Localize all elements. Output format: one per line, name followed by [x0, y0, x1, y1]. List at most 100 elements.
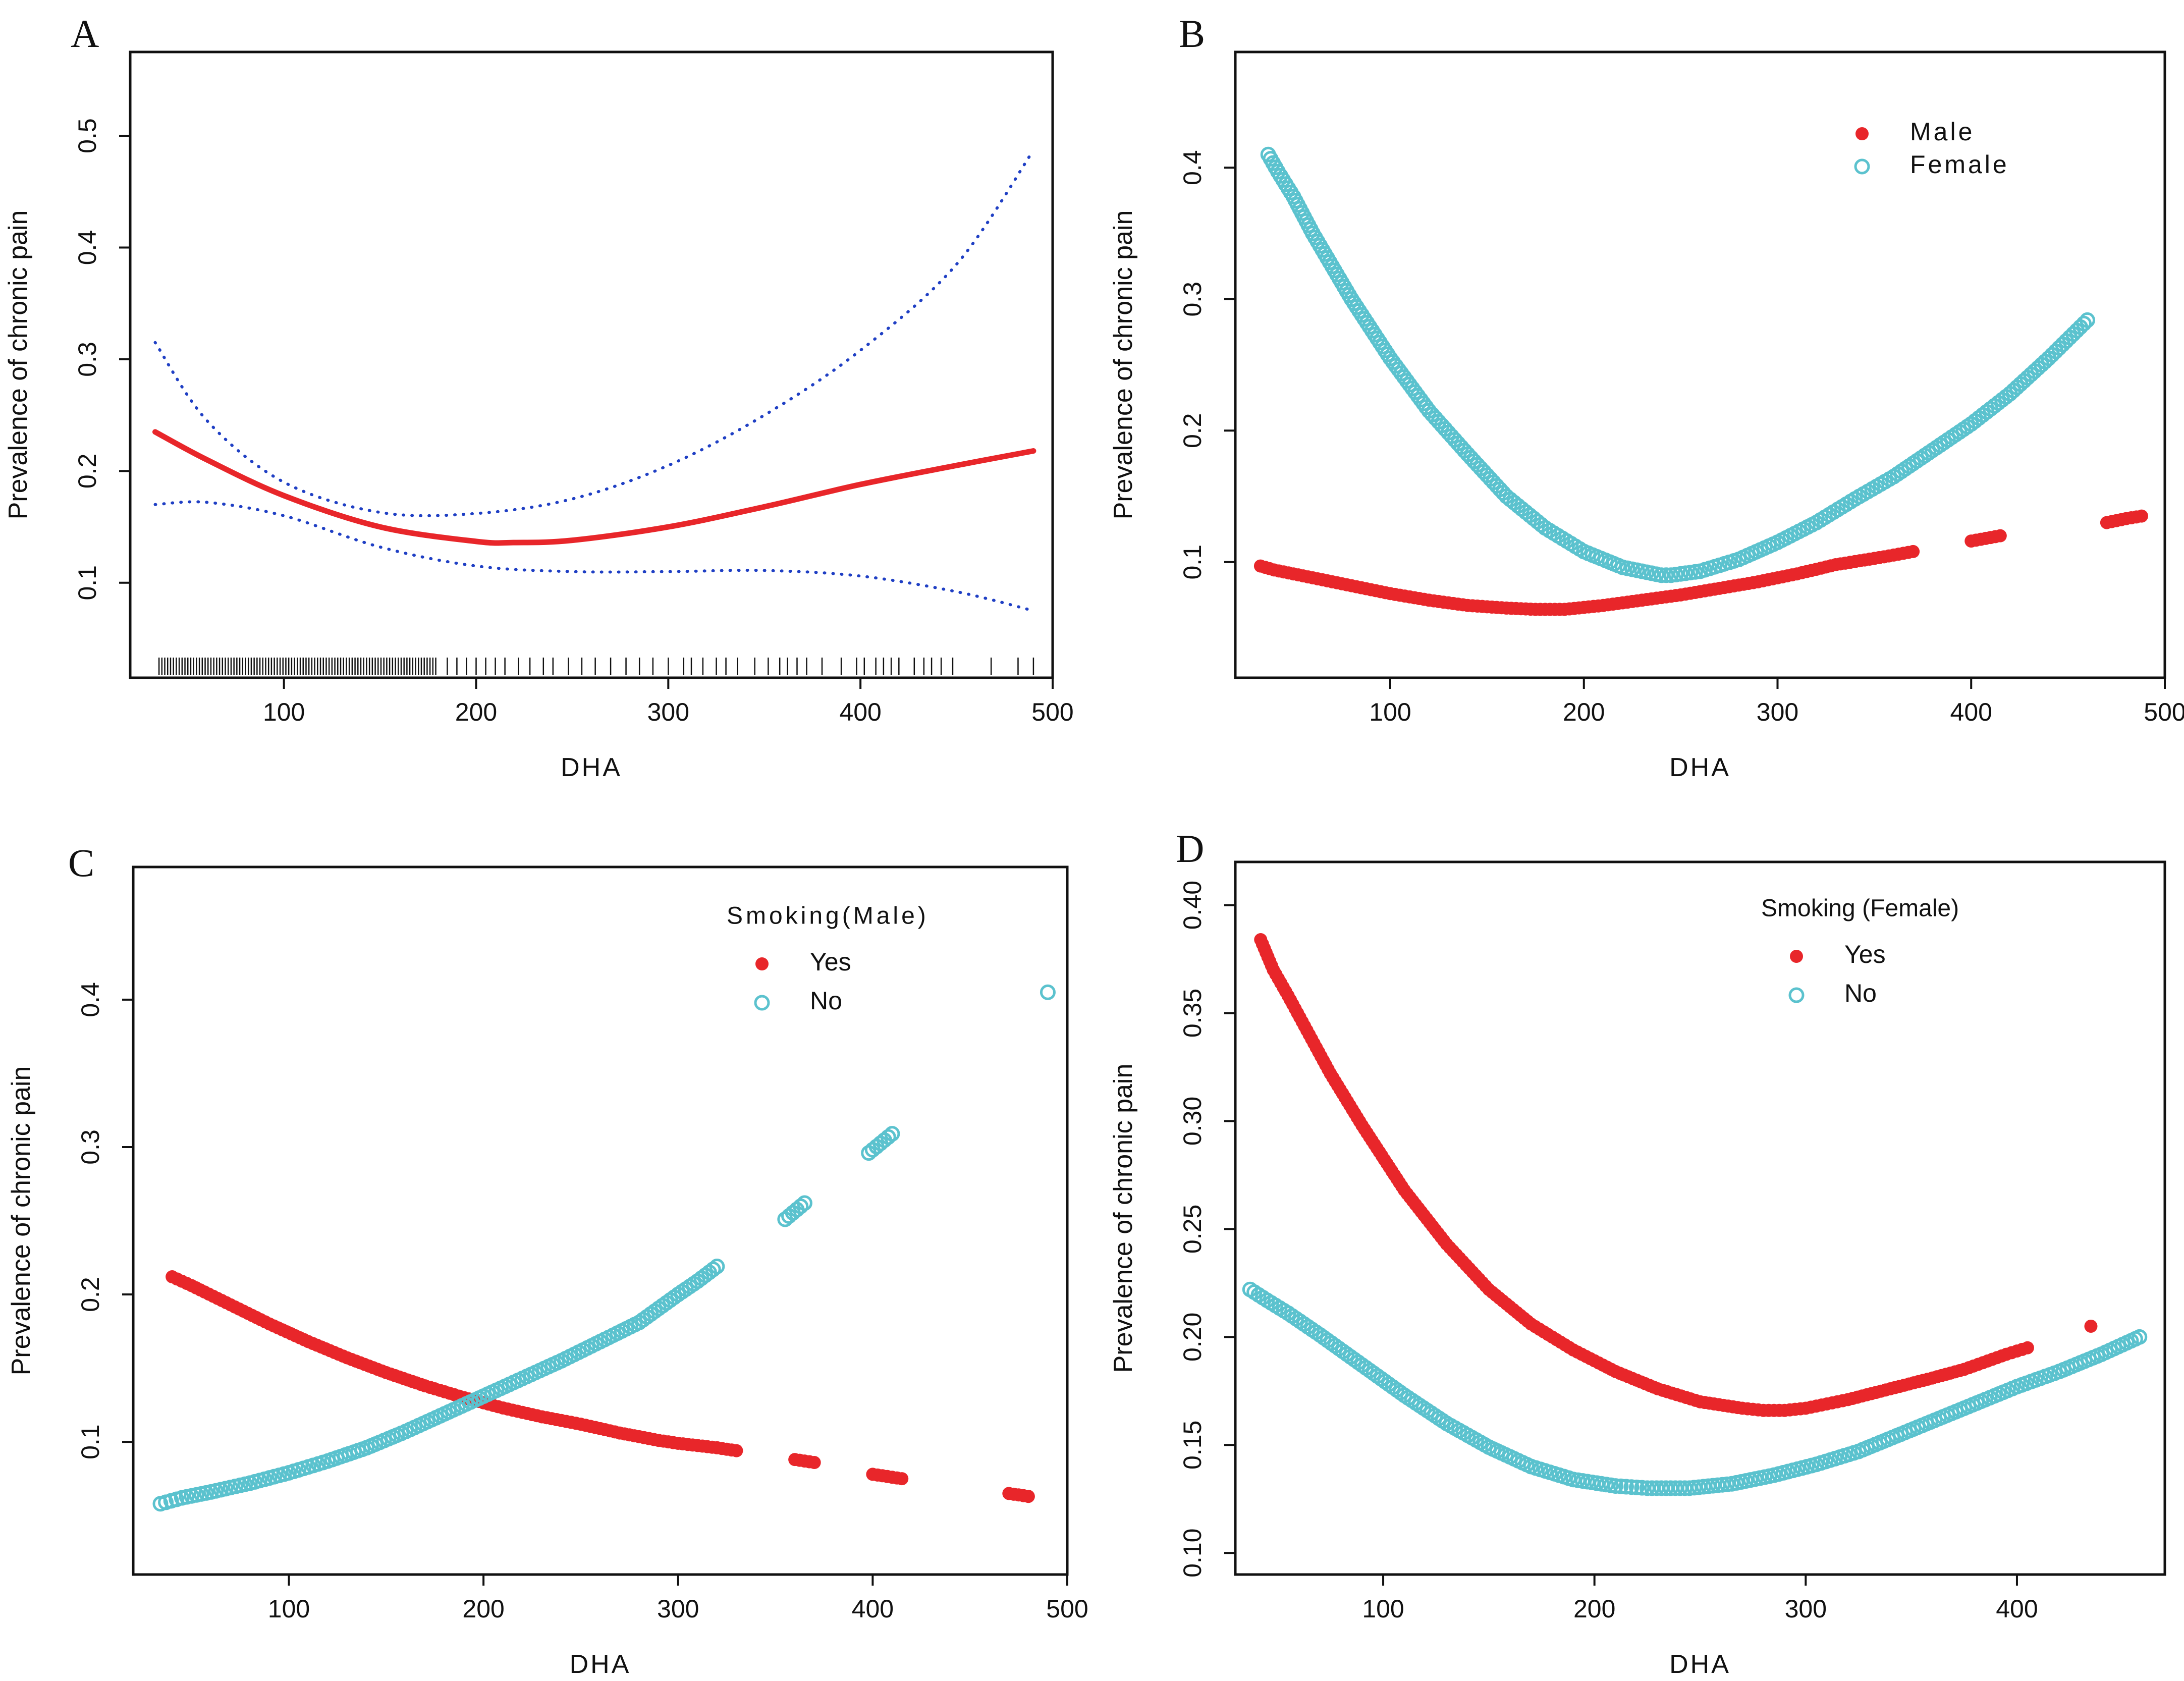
- legend: Male Female: [1854, 118, 2009, 179]
- legend-marker: [1854, 158, 1870, 175]
- data-point: [1021, 1490, 1035, 1503]
- x-tick-label: 300: [1757, 698, 1798, 726]
- x-tick-label: 300: [1785, 1595, 1827, 1623]
- plot-area: [1242, 933, 2148, 1496]
- y-tick-label: 0.1: [76, 1424, 104, 1459]
- y-axis-label: Prevalence of chronic pain: [7, 1066, 36, 1376]
- legend-label: No: [810, 987, 842, 1015]
- y-tick-label: 0.4: [76, 982, 104, 1017]
- data-point: [1658, 567, 1674, 583]
- y-tick-label: 0.1: [1178, 545, 1207, 580]
- x-axis-label: DHA: [1669, 1650, 1731, 1679]
- legend-label: No: [1844, 979, 1877, 1007]
- panel-b: B 100 200 300 400 500 0.1 0.2 0.3 0.4 DHA Prevalenc…: [1109, 12, 2184, 782]
- y-tick-label: 0.25: [1178, 1205, 1207, 1254]
- panel-a: A 100 200 300 400 500 0.1 0.2 0.3 0.4 0.5 DHA Preval…: [4, 12, 1074, 782]
- data-point: [807, 1456, 821, 1470]
- y-tick-label: 0.4: [73, 230, 101, 265]
- data-point: [796, 1195, 812, 1211]
- x-tick-label: 500: [2144, 698, 2184, 726]
- x-tick-label: 100: [1369, 698, 1411, 726]
- data-point: [1628, 1479, 1645, 1495]
- x-tick-label: 200: [1573, 1595, 1615, 1623]
- legend-label: Yes: [810, 948, 851, 976]
- legend-label: Female: [1910, 150, 2009, 179]
- y-tick-label: 0.10: [1178, 1529, 1207, 1578]
- series-yes: [166, 1270, 1035, 1503]
- x-axis-label: DHA: [561, 753, 622, 782]
- y-axis-label: Prevalence of chronic pain: [1109, 210, 1138, 520]
- plot-area: [1253, 146, 2148, 616]
- x-tick-label: 200: [455, 698, 497, 726]
- y-tick-label: 0.3: [73, 342, 101, 377]
- data-point: [2135, 509, 2148, 523]
- x-tick-label: 400: [852, 1595, 894, 1623]
- y-tick-label: 0.2: [73, 454, 101, 489]
- x-tick-label: 100: [263, 698, 305, 726]
- data-point: [2080, 312, 2095, 328]
- y-tick-label: 0.2: [76, 1277, 104, 1312]
- series-female: [1260, 146, 2095, 583]
- y-axis-label: Prevalence of chronic pain: [4, 210, 33, 520]
- data-point: [2132, 1329, 2148, 1345]
- data-point: [2084, 1319, 2098, 1333]
- plot-area: [152, 984, 1056, 1512]
- legend-marker: [754, 995, 770, 1011]
- x-tick-label: 400: [1996, 1595, 2038, 1623]
- y-tick-label: 0.2: [1178, 413, 1207, 448]
- x-tick-label: 400: [1950, 698, 1992, 726]
- series-no: [152, 984, 1056, 1512]
- series-no: [1242, 1281, 2148, 1496]
- legend-marker: [1855, 127, 1869, 140]
- y-tick-label: 0.20: [1178, 1313, 1207, 1362]
- data-point: [880, 1129, 896, 1145]
- legend: Smoking (Female) Yes No: [1761, 895, 1959, 1008]
- rug: [158, 658, 1034, 675]
- y-tick-label: 0.1: [73, 565, 101, 601]
- panel-letter: C: [68, 841, 94, 885]
- legend-marker: [755, 957, 769, 970]
- data-point: [2021, 1341, 2034, 1354]
- plot-frame: [1234, 860, 2166, 1576]
- series-yes: [1254, 933, 2098, 1417]
- legend-marker: [1788, 987, 1805, 1003]
- y-tick-label: 0.30: [1178, 1097, 1207, 1146]
- x-tick-label: 200: [1563, 698, 1605, 726]
- panel-letter: B: [1179, 12, 1205, 56]
- legend-title: Smoking (Female): [1761, 895, 1959, 922]
- series-lower-ci: [153, 500, 1035, 613]
- x-tick-label: 500: [1031, 698, 1073, 726]
- data-point: [895, 1472, 909, 1486]
- data-point: [1906, 545, 1920, 558]
- plot-area: [152, 148, 1036, 675]
- y-tick-label: 0.40: [1178, 881, 1207, 930]
- x-tick-label: 100: [268, 1595, 310, 1623]
- data-point: [1993, 529, 2007, 543]
- legend: Smoking(Male) Yes No: [727, 903, 929, 1015]
- panel-d: D 100 200 300 400 0.10 0.15 0.20 0.25 0.30 0.35 0.4…: [1109, 827, 2166, 1679]
- y-tick-label: 0.3: [76, 1129, 104, 1165]
- x-tick-label: 200: [462, 1595, 504, 1623]
- y-tick-label: 0.4: [1178, 150, 1207, 185]
- y-tick-label: 0.15: [1178, 1421, 1207, 1470]
- x-tick-label: 500: [1046, 1595, 1088, 1623]
- x-tick-label: 300: [647, 698, 689, 726]
- y-tick-label: 0.3: [1178, 282, 1207, 317]
- plot-frame: [129, 50, 1054, 679]
- data-point: [1613, 1478, 1629, 1494]
- legend-label: Male: [1910, 118, 1975, 146]
- data-point: [709, 1259, 725, 1275]
- data-point: [884, 1126, 900, 1142]
- y-axis-label: Prevalence of chronic pain: [1109, 1064, 1138, 1373]
- plot-frame: [1234, 50, 2166, 679]
- y-tick-label: 0.35: [1178, 989, 1207, 1038]
- data-point: [2076, 315, 2092, 332]
- panel-c: C 100 200 300 400 500 0.1 0.2 0.3 0.4 DHA Prevalenc…: [7, 841, 1088, 1679]
- legend-marker: [1790, 950, 1803, 963]
- series-male: [1253, 509, 2148, 616]
- panel-letter: A: [71, 12, 99, 56]
- data-point: [1634, 1480, 1650, 1496]
- series-upper-ci: [153, 148, 1035, 517]
- legend-title: Smoking(Male): [727, 903, 929, 930]
